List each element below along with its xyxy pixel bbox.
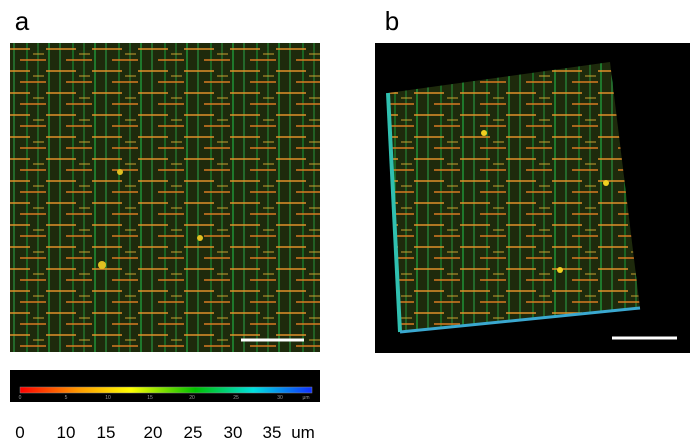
colorbar-label: 10 bbox=[57, 423, 76, 442]
panel-label: b bbox=[385, 6, 399, 36]
colorbar-inner-label: 30 bbox=[277, 395, 283, 401]
colorbar-inner-label: 20 bbox=[189, 395, 195, 401]
colorbar-inner-label: 5 bbox=[65, 395, 68, 401]
colorbar-label: um bbox=[291, 423, 315, 442]
colorbar-inner-label: μm bbox=[302, 395, 309, 401]
colorbar-label: 20 bbox=[144, 423, 163, 442]
colorbar-inner-label: 10 bbox=[105, 395, 111, 401]
colorbar-label: 30 bbox=[224, 423, 243, 442]
micrograph-b bbox=[388, 62, 640, 332]
particle bbox=[117, 169, 123, 175]
colorbar bbox=[19, 386, 313, 394]
colorbar-inner-label: 15 bbox=[147, 395, 153, 401]
particle bbox=[98, 261, 106, 269]
colorbar-label: 15 bbox=[97, 423, 116, 442]
particle bbox=[197, 235, 203, 241]
micrograph-a bbox=[10, 43, 320, 352]
colorbar-background bbox=[10, 370, 320, 402]
panel-label: a bbox=[15, 6, 30, 36]
edge bbox=[399, 306, 641, 334]
colorbar-label: 0 bbox=[15, 423, 24, 442]
particle bbox=[557, 267, 563, 273]
colorbar-inner-label: 25 bbox=[233, 395, 239, 401]
particle bbox=[603, 180, 609, 186]
colorbar-label: 35 bbox=[263, 423, 282, 442]
edge bbox=[386, 92, 402, 333]
colorbar-label: 25 bbox=[184, 423, 203, 442]
particle bbox=[481, 130, 487, 136]
colorbar-inner-label: 0 bbox=[19, 395, 22, 401]
